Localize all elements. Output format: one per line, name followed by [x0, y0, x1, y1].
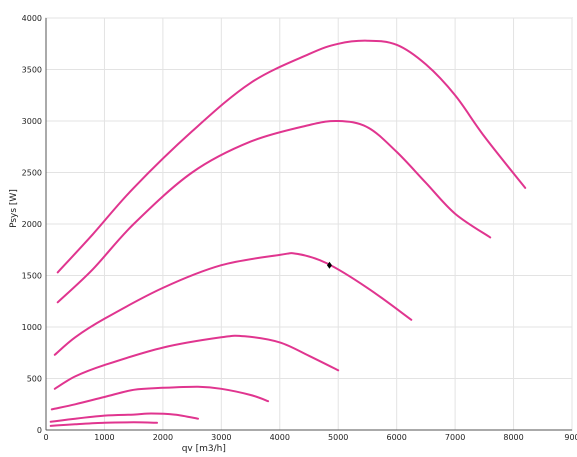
operating-point-marker: [326, 261, 332, 269]
y-tick-label: 4000: [22, 14, 42, 23]
series-group: [49, 39, 527, 427]
y-axis-label: Psys [W]: [9, 189, 19, 228]
x-tick-label: 2000: [153, 433, 173, 442]
x-tick-label: 1000: [94, 433, 114, 442]
y-tick-label: 3500: [22, 66, 42, 75]
y-tick-label: 1000: [22, 323, 42, 332]
series-line-1: [56, 39, 527, 274]
x-tick-label: 8000: [503, 433, 523, 442]
y-tick-label: 0: [37, 426, 42, 435]
x-axis-label: qv [m3/h]: [182, 444, 226, 454]
x-tick-label: 5000: [328, 433, 348, 442]
y-tick-label: 2000: [22, 220, 42, 229]
series-line-3: [53, 252, 413, 356]
series-line-5: [50, 385, 270, 411]
axes: 0100020003000400050006000700080009000500…: [22, 14, 577, 442]
x-tick-label: 900: [564, 433, 577, 442]
x-tick-label: 0: [43, 433, 48, 442]
grid: [45, 17, 573, 431]
x-tick-label: 4000: [270, 433, 290, 442]
y-tick-label: 2500: [22, 169, 42, 178]
series-line-4: [53, 334, 340, 390]
y-tick-label: 500: [27, 375, 42, 384]
y-tick-label: 3000: [22, 117, 42, 126]
series-line-6: [49, 412, 199, 423]
series-line-7: [49, 421, 158, 427]
x-tick-label: 3000: [211, 433, 231, 442]
marker-group: [326, 261, 332, 269]
series-line-2: [56, 119, 492, 304]
x-tick-label: 7000: [445, 433, 465, 442]
x-tick-label: 6000: [386, 433, 406, 442]
y-tick-label: 1500: [22, 272, 42, 281]
